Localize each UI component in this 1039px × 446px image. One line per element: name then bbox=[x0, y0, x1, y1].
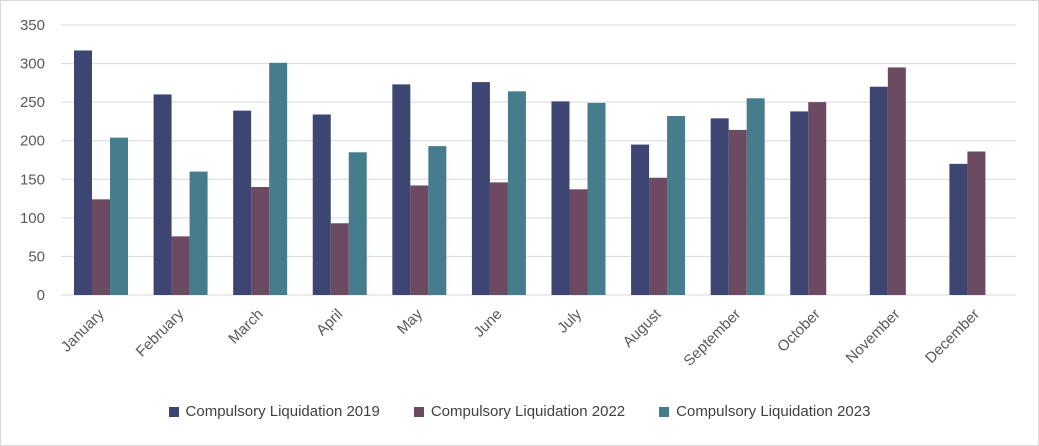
bar-january-1 bbox=[92, 199, 110, 295]
legend-item-2022: Compulsory Liquidation 2022 bbox=[413, 403, 626, 420]
legend: Compulsory Liquidation 2019 Compulsory L… bbox=[1, 403, 1038, 420]
legend-swatch-2019 bbox=[168, 406, 179, 417]
bar-march-0 bbox=[233, 110, 252, 295]
bar-september-0 bbox=[710, 118, 729, 295]
x-tick-label: January bbox=[58, 305, 108, 355]
x-tick-label: February bbox=[133, 305, 188, 360]
x-tick-label: July bbox=[554, 305, 585, 336]
bar-august-2 bbox=[667, 116, 686, 296]
y-tick-label: 0 bbox=[37, 287, 45, 304]
x-tick-label: May bbox=[394, 305, 426, 337]
bar-june-0 bbox=[471, 82, 490, 295]
bar-april-1 bbox=[330, 223, 349, 295]
y-tick-label: 200 bbox=[20, 133, 45, 150]
bar-march-2 bbox=[269, 62, 288, 295]
bar-chart: 0 50 100 150 200 250 300 350 January February Marc… bbox=[20, 17, 1016, 370]
bar-september-2 bbox=[746, 98, 765, 296]
y-tick-label: 350 bbox=[20, 17, 45, 34]
y-tick-label: 300 bbox=[20, 56, 45, 73]
legend-label-2022: Compulsory Liquidation 2022 bbox=[430, 403, 626, 420]
x-tick-label: December bbox=[922, 306, 983, 367]
x-tick-label: June bbox=[471, 306, 506, 341]
legend-swatch-2023 bbox=[659, 406, 670, 417]
bar-november-1 bbox=[887, 67, 906, 295]
y-tick-label: 250 bbox=[20, 94, 45, 111]
bar-november-0 bbox=[869, 86, 888, 295]
bar-june-1 bbox=[489, 182, 508, 295]
legend-item-2023: Compulsory Liquidation 2023 bbox=[659, 403, 870, 420]
bar-february-2 bbox=[189, 171, 208, 295]
bar-may-0 bbox=[392, 84, 411, 296]
bar-april-0 bbox=[312, 114, 331, 295]
bar-december-0 bbox=[949, 163, 968, 295]
x-tick-label: September bbox=[680, 306, 744, 370]
x-tick-label: October bbox=[774, 306, 824, 356]
bar-december-1 bbox=[967, 151, 986, 295]
y-tick-label: 100 bbox=[20, 210, 45, 227]
bar-september-1 bbox=[728, 129, 747, 295]
bar-july-2 bbox=[587, 102, 606, 296]
bar-october-1 bbox=[808, 102, 827, 296]
bar-june-2 bbox=[507, 91, 526, 295]
x-tick-label: August bbox=[620, 305, 666, 351]
bar-may-1 bbox=[410, 185, 429, 295]
bar-august-0 bbox=[631, 144, 650, 295]
y-tick-label: 50 bbox=[28, 248, 45, 265]
x-tick-label: November bbox=[842, 306, 903, 367]
legend-label-2023: Compulsory Liquidation 2023 bbox=[676, 403, 871, 420]
bar-march-1 bbox=[251, 187, 270, 295]
bar-january-2 bbox=[110, 137, 128, 295]
bar-april-2 bbox=[348, 152, 367, 295]
y-tick-label: 150 bbox=[20, 171, 45, 188]
bar-february-0 bbox=[153, 94, 172, 295]
bar-july-1 bbox=[569, 189, 588, 295]
legend-swatch-2022 bbox=[413, 406, 424, 417]
x-tick-label: March bbox=[225, 306, 266, 347]
bar-august-1 bbox=[649, 177, 668, 295]
bar-january-0 bbox=[74, 50, 92, 296]
bar-october-0 bbox=[790, 111, 809, 296]
legend-item-2019: Compulsory Liquidation 2019 bbox=[168, 403, 380, 420]
x-tick-label: April bbox=[313, 306, 346, 339]
bar-february-1 bbox=[171, 236, 190, 295]
bar-may-2 bbox=[428, 146, 447, 295]
legend-label-2019: Compulsory Liquidation 2019 bbox=[185, 403, 380, 420]
bar-july-0 bbox=[551, 101, 570, 295]
